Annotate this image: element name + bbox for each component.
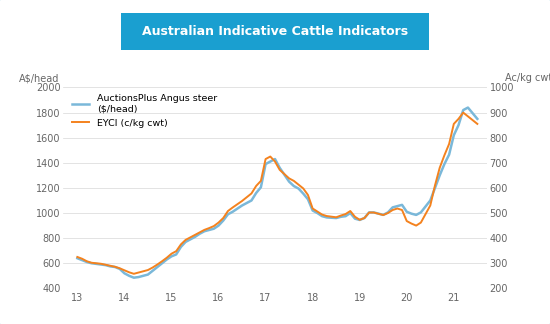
Text: Ac/kg cwt: Ac/kg cwt [505, 74, 550, 84]
Text: A$/head: A$/head [19, 74, 59, 84]
FancyBboxPatch shape [96, 10, 454, 53]
Legend: AuctionsPlus Angus steer
($/head), EYCI (c/kg cwt): AuctionsPlus Angus steer ($/head), EYCI … [72, 94, 217, 128]
Text: Australian Indicative Cattle Indicators: Australian Indicative Cattle Indicators [142, 25, 408, 38]
